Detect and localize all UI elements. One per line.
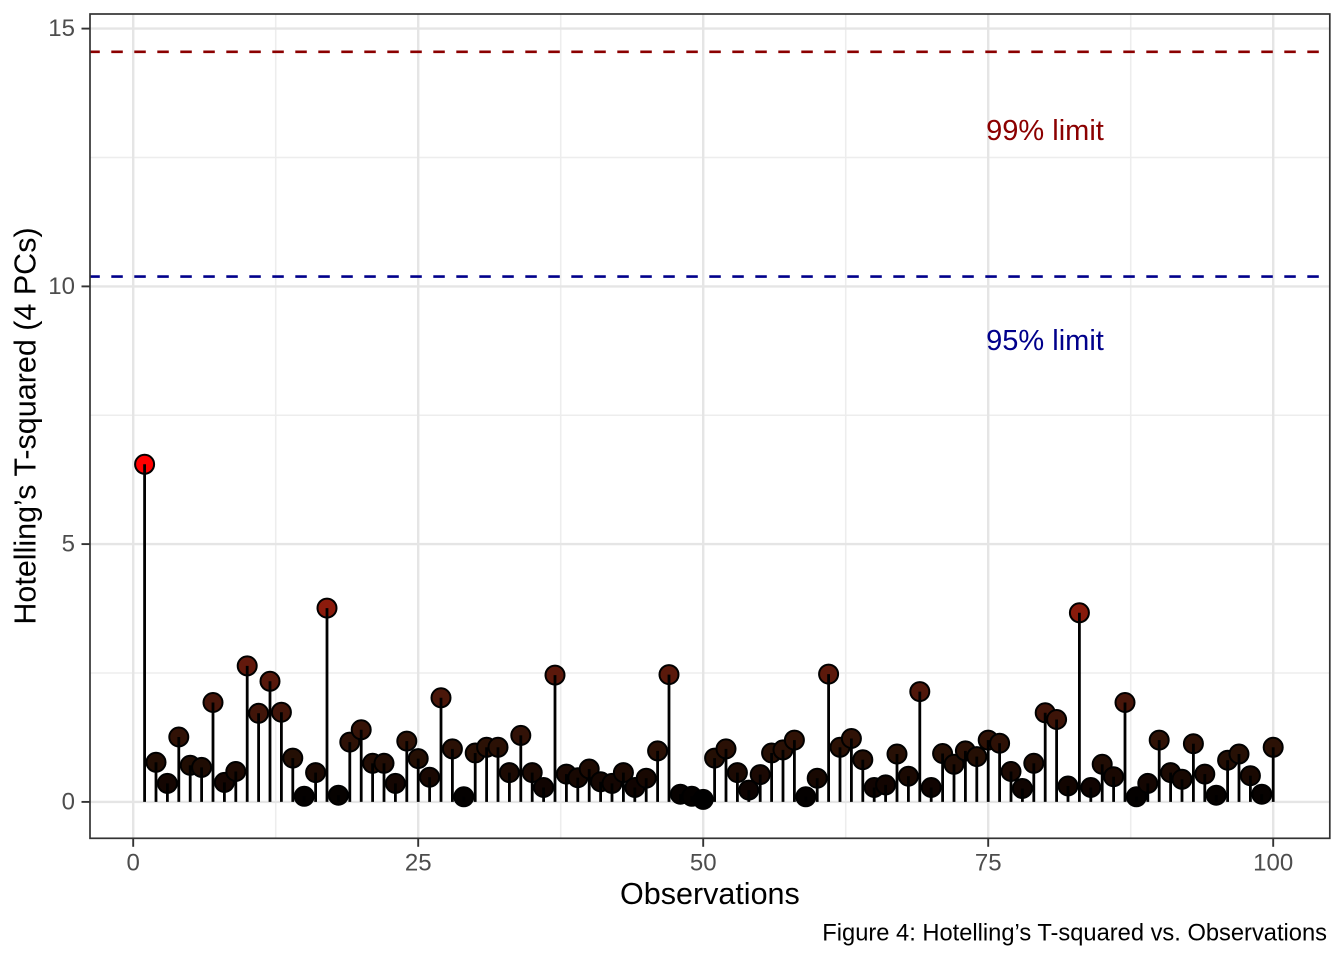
svg-text:0: 0 (127, 850, 140, 877)
svg-text:Hotelling’s T-squared (4 PCs): Hotelling’s T-squared (4 PCs) (9, 227, 43, 624)
svg-text:95% limit: 95% limit (986, 325, 1104, 357)
svg-text:Observations: Observations (620, 877, 800, 911)
svg-text:15: 15 (48, 15, 75, 42)
svg-text:100: 100 (1253, 850, 1293, 877)
svg-text:75: 75 (975, 850, 1002, 877)
svg-text:0: 0 (62, 788, 75, 815)
svg-text:25: 25 (405, 850, 432, 877)
svg-text:99% limit: 99% limit (986, 115, 1104, 147)
svg-text:Figure 4: Hotelling’s T-square: Figure 4: Hotelling’s T-squared vs. Obse… (822, 921, 1327, 947)
svg-text:50: 50 (690, 850, 717, 877)
svg-text:5: 5 (62, 531, 75, 558)
svg-text:10: 10 (48, 273, 75, 300)
